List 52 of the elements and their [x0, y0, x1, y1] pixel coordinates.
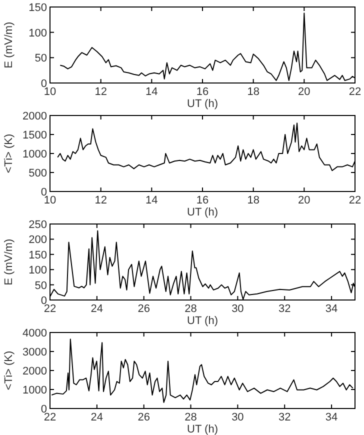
y-tick-label: 500	[28, 168, 47, 180]
y-tick-label: 100	[28, 27, 47, 40]
x-axis-title: UT (h)	[187, 315, 218, 327]
y-tick-label: 1000	[22, 148, 47, 160]
y-axis-title: <Ti> (K)	[3, 134, 15, 174]
y-tick-label: 3000	[22, 346, 47, 358]
x-tick-label: 30	[232, 303, 244, 315]
x-tick-label: 16	[196, 86, 209, 98]
x-tick-label: 10	[44, 194, 56, 206]
y-tick-label: 1500	[22, 130, 47, 142]
x-tick-label: 12	[94, 86, 107, 98]
x-tick-label: 34	[325, 412, 338, 424]
x-tick-label: 24	[90, 412, 104, 424]
y-tick-label: 2000	[22, 110, 47, 122]
x-tick-label: 14	[146, 194, 158, 206]
x-axis-title: UT (h)	[187, 98, 218, 110]
x-tick-label: 22	[44, 412, 56, 424]
y-tick-label: 2000	[22, 366, 47, 378]
x-tick-label: 20	[298, 194, 310, 206]
y-tick-label: 50	[34, 280, 47, 292]
x-tick-label: 28	[184, 412, 197, 424]
x-tick-label: 10	[44, 86, 56, 98]
x-axis-title: UT (h)	[187, 206, 218, 218]
y-axis-title: <Ti> (K)	[3, 350, 15, 390]
y-tick-label: 100	[28, 264, 47, 277]
x-tick-label: 28	[184, 303, 197, 315]
x-tick-label: 30	[232, 412, 244, 424]
y-tick-label: 50	[34, 52, 47, 65]
y-tick-label: 4000	[22, 328, 47, 340]
y-tick-label: 250	[28, 219, 47, 231]
x-tick-label: 22	[44, 303, 56, 315]
x-tick-label: 24	[90, 303, 104, 315]
x-tick-label: 20	[298, 86, 310, 98]
x-tick-label: 32	[278, 303, 291, 315]
x-tick-label: 12	[94, 194, 107, 206]
x-tick-label: 16	[196, 194, 209, 206]
x-tick-label: 18	[247, 86, 260, 98]
x-axis-title: UT (h)	[187, 424, 218, 435]
x-tick-label: 22	[348, 194, 362, 206]
y-axis-title: E (mV/m)	[3, 238, 15, 286]
x-tick-label: 26	[138, 412, 150, 424]
y-tick-label: 200	[28, 234, 47, 246]
y-tick-label: 1000	[22, 384, 47, 396]
x-tick-label: 32	[278, 412, 291, 424]
y-tick-label: 150	[28, 249, 47, 262]
x-tick-label: 22	[348, 86, 362, 98]
x-tick-label: 14	[146, 86, 158, 98]
y-axis-title: E (mV/m)	[3, 22, 15, 68]
y-tick-label: 150	[28, 2, 47, 14]
x-tick-label: 34	[325, 303, 338, 315]
x-tick-label: 18	[247, 194, 260, 206]
x-tick-label: 26	[138, 303, 150, 315]
